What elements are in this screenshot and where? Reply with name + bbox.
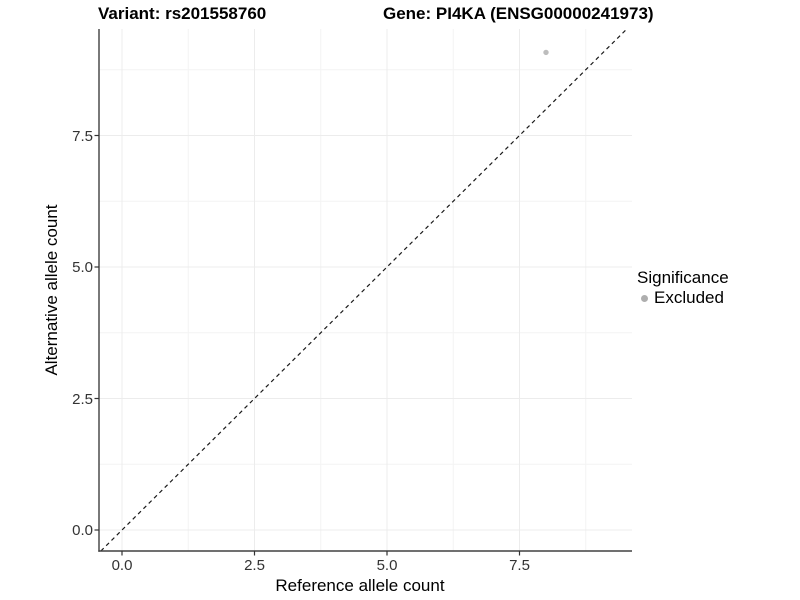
legend: Significance Excluded (637, 268, 729, 308)
variant-title: Variant: rs201558760 (98, 4, 267, 23)
x-tick-label: 5.0 (376, 557, 398, 574)
y-tick-label: 0.0 (72, 522, 93, 539)
legend-items: Excluded (637, 288, 729, 308)
legend-point-icon (641, 294, 648, 302)
y-tick-label: 7.5 (72, 127, 93, 145)
x-tick-label: 0.0 (111, 557, 133, 574)
x-tick-label: 7.5 (509, 557, 530, 574)
legend-item-label: Excluded (654, 288, 724, 307)
gene-title: Gene: PI4KA (ENSG00000241973) (383, 4, 654, 23)
legend-item: Excluded (637, 288, 729, 308)
data-point (543, 49, 549, 56)
legend-title: Significance (637, 268, 729, 287)
x-axis-title: Reference allele count (275, 576, 445, 595)
y-tick-label: 5.0 (72, 259, 93, 276)
identity-dashed-line (100, 28, 628, 552)
y-tick-label: 2.5 (72, 390, 93, 408)
x-tick-label: 2.5 (244, 557, 265, 574)
